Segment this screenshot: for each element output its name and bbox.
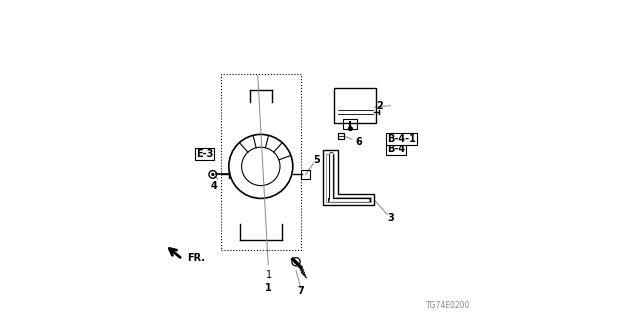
Text: B-4: B-4	[387, 144, 405, 154]
Text: 4: 4	[211, 180, 218, 191]
Text: 1: 1	[258, 75, 272, 280]
Text: 5: 5	[314, 155, 320, 165]
Text: TG74E0200: TG74E0200	[426, 301, 470, 310]
Text: FR.: FR.	[187, 252, 205, 263]
Text: 1: 1	[266, 283, 272, 293]
Text: 6: 6	[355, 137, 362, 148]
Circle shape	[211, 173, 214, 176]
Text: E-3: E-3	[196, 148, 214, 159]
Circle shape	[348, 126, 353, 131]
Text: 7: 7	[298, 286, 304, 296]
Text: B-4-1: B-4-1	[387, 134, 416, 144]
Text: 3: 3	[387, 212, 394, 223]
Text: 2: 2	[376, 100, 383, 111]
